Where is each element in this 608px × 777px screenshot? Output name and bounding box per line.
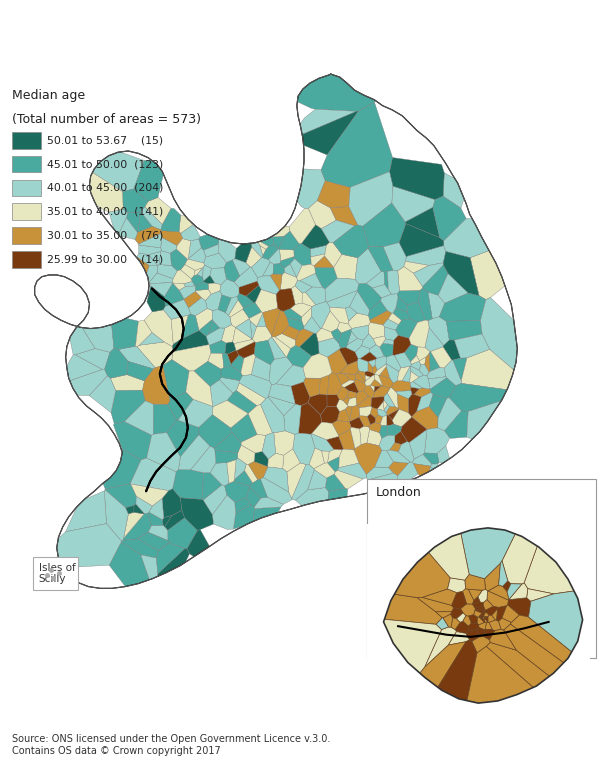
Text: 30.01 to 35.00    (76): 30.01 to 35.00 (76) <box>47 231 163 241</box>
Text: London: London <box>376 486 421 500</box>
Text: 25.99 to 30.00    (14): 25.99 to 30.00 (14) <box>47 254 163 264</box>
Text: Isles of
Scilly: Isles of Scilly <box>39 563 75 584</box>
Bar <box>12 155 41 172</box>
Text: 35.01 to 40.00  (141): 35.01 to 40.00 (141) <box>47 207 163 217</box>
PathPatch shape <box>330 498 608 754</box>
Text: 45.01 to 50.00  (123): 45.01 to 50.00 (123) <box>47 159 163 169</box>
Bar <box>12 179 41 197</box>
Text: (Total number of areas = 573): (Total number of areas = 573) <box>12 113 201 126</box>
Bar <box>12 132 41 148</box>
Bar <box>12 251 41 268</box>
Bar <box>367 479 596 658</box>
Text: Source: ONS licensed under the Open Government Licence v.3.0.
Contains OS data ©: Source: ONS licensed under the Open Gove… <box>12 734 331 756</box>
Text: 50.01 to 53.67    (15): 50.01 to 53.67 (15) <box>47 135 163 145</box>
Text: Median age: Median age <box>12 89 85 102</box>
Bar <box>12 227 41 244</box>
Text: 40.01 to 45.00  (204): 40.01 to 45.00 (204) <box>47 183 163 193</box>
Bar <box>12 204 41 220</box>
PathPatch shape <box>0 12 608 726</box>
Bar <box>33 557 78 590</box>
